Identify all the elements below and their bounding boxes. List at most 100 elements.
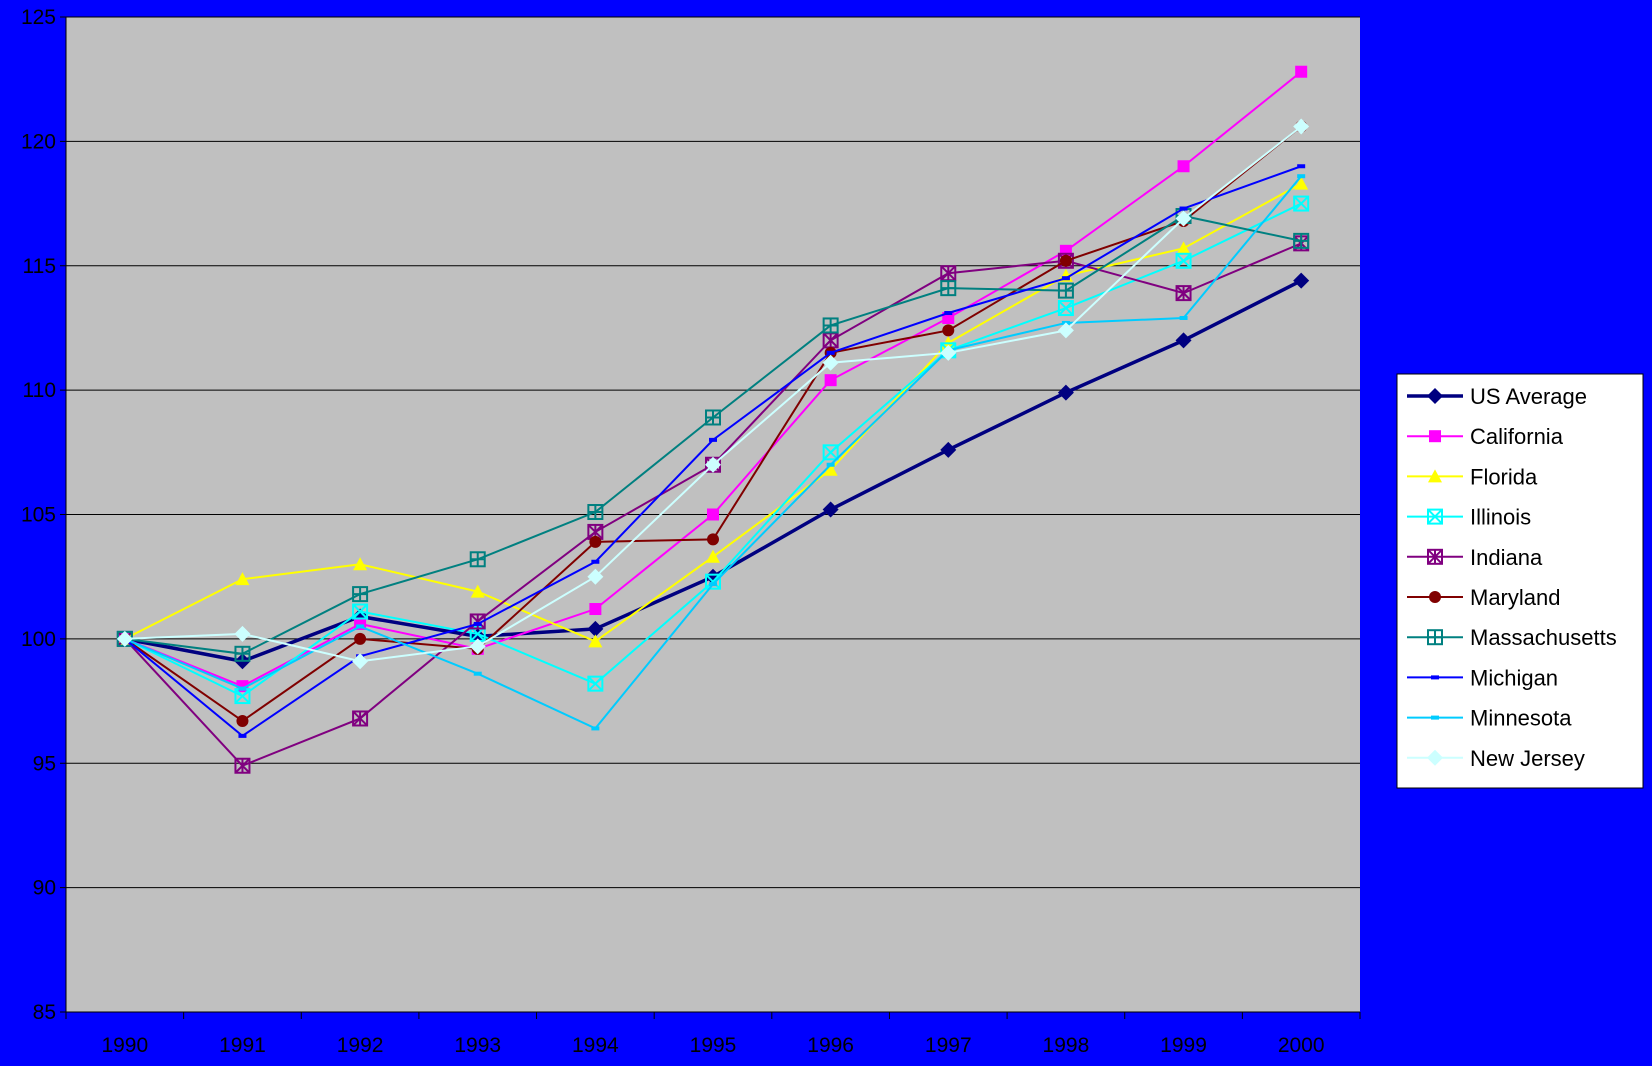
legend-label: New Jersey bbox=[1470, 746, 1585, 771]
x-tick-label: 1991 bbox=[219, 1034, 266, 1057]
data-point-new-jersey-1998 bbox=[1057, 322, 1074, 339]
data-point-minnesota-1993 bbox=[473, 671, 482, 676]
marker-cross bbox=[587, 675, 604, 692]
x-tick-label: 1993 bbox=[454, 1034, 501, 1057]
data-point-indiana-1992 bbox=[352, 710, 369, 727]
legend-entry-us-average: US Average bbox=[1407, 384, 1587, 409]
marker-cross bbox=[1427, 508, 1443, 525]
marker-box bbox=[1175, 252, 1192, 269]
legend-entry-indiana: Indiana bbox=[1407, 545, 1543, 570]
legend-entry-california: California bbox=[1407, 424, 1564, 449]
data-point-california-1994 bbox=[589, 603, 602, 616]
legend-entry-michigan: Michigan bbox=[1407, 665, 1558, 690]
data-point-michigan-1996 bbox=[826, 350, 835, 355]
data-point-maryland-1997 bbox=[942, 324, 955, 337]
marker-plus bbox=[235, 646, 250, 661]
legend-label: Massachusetts bbox=[1470, 625, 1617, 650]
marker-box bbox=[822, 444, 839, 461]
data-point-maryland-1992 bbox=[354, 632, 367, 645]
data-point-new-jersey-1991 bbox=[234, 625, 251, 642]
data-point-minnesota-1996 bbox=[826, 462, 835, 467]
data-point-illinois-1996 bbox=[822, 444, 839, 461]
marker-plus bbox=[1428, 630, 1442, 645]
data-point-new-jersey-2000 bbox=[1293, 118, 1310, 135]
data-point-florida-1991 bbox=[235, 572, 250, 586]
data-point-us-average-1997 bbox=[940, 441, 957, 458]
data-point-florida-1996 bbox=[823, 462, 838, 476]
marker-cross bbox=[705, 573, 721, 590]
data-point-maryland-1991 bbox=[236, 714, 249, 727]
legend-swatch-marker bbox=[1427, 749, 1443, 766]
data-point-illinois-1994 bbox=[587, 675, 604, 692]
x-tick-label: 1997 bbox=[925, 1034, 972, 1057]
legend-label: Minnesota bbox=[1470, 706, 1572, 731]
data-point-new-jersey-1993 bbox=[469, 638, 486, 655]
data-point-new-jersey-1996 bbox=[822, 354, 839, 371]
marker-cross bbox=[1058, 300, 1074, 316]
data-point-new-jersey-1995 bbox=[705, 456, 721, 473]
marker-cross bbox=[822, 444, 839, 461]
marker-plus bbox=[1294, 233, 1309, 248]
marker-cross bbox=[1293, 195, 1309, 212]
y-tick-label: 95 bbox=[33, 752, 56, 775]
data-point-illinois-1995 bbox=[705, 573, 721, 590]
y-tick-label: 85 bbox=[33, 1001, 56, 1024]
data-point-minnesota-1992 bbox=[356, 624, 365, 629]
marker-star bbox=[940, 265, 956, 281]
gridlines bbox=[66, 16, 1360, 889]
marker-box bbox=[705, 573, 721, 590]
marker-cross bbox=[352, 603, 368, 620]
x-tick-label: 1992 bbox=[337, 1034, 384, 1057]
marker-cross bbox=[234, 688, 251, 704]
legend-swatch-marker bbox=[1428, 469, 1442, 483]
data-point-new-jersey-1994 bbox=[587, 568, 604, 585]
data-point-florida-1999 bbox=[1176, 241, 1191, 255]
marker-plus bbox=[823, 318, 838, 333]
legend-entry-massachusetts: Massachusetts bbox=[1407, 625, 1617, 650]
y-tick-label: 110 bbox=[23, 379, 56, 402]
legend-label: US Average bbox=[1470, 384, 1587, 409]
y-tick-label: 125 bbox=[21, 6, 56, 29]
data-point-massachusetts-1995 bbox=[705, 409, 721, 426]
data-point-us-average-1998 bbox=[1057, 384, 1074, 401]
marker-box bbox=[1427, 508, 1443, 525]
data-point-minnesota-1991 bbox=[238, 686, 247, 691]
data-point-california-1995 bbox=[707, 508, 719, 521]
marker-star bbox=[234, 758, 251, 774]
legend-swatch-marker bbox=[1431, 675, 1439, 680]
data-point-michigan-1997 bbox=[944, 311, 953, 316]
x-tick-label: 2000 bbox=[1278, 1034, 1325, 1057]
y-tick-label: 120 bbox=[21, 130, 56, 153]
marker-plus bbox=[588, 505, 603, 520]
data-point-california-2000 bbox=[1295, 65, 1308, 78]
data-point-illinois-1999 bbox=[1175, 252, 1192, 269]
data-point-massachusetts-1998 bbox=[1057, 282, 1074, 299]
data-point-us-average-2000 bbox=[1293, 272, 1310, 289]
data-point-michigan-1994 bbox=[591, 559, 600, 564]
legend-swatch-marker bbox=[1427, 388, 1443, 404]
legend-label: California bbox=[1470, 424, 1564, 449]
legend-label: Michigan bbox=[1470, 665, 1558, 690]
marker-star bbox=[822, 332, 839, 349]
data-point-illinois-2000 bbox=[1293, 195, 1310, 212]
x-tick-label: 1998 bbox=[1043, 1034, 1090, 1057]
legend-entry-new-jersey: New Jersey bbox=[1407, 746, 1585, 771]
axes: 85 90 95 100 105 110 115 120 125 1990 1991 1992 1993… bbox=[21, 6, 1361, 1057]
x-tick-label: 1994 bbox=[572, 1034, 619, 1057]
data-point-us-average-1999 bbox=[1175, 332, 1192, 349]
data-point-us-average-1996 bbox=[822, 501, 839, 518]
data-point-illinois-1992 bbox=[352, 603, 369, 620]
data-point-new-jersey-1992 bbox=[352, 653, 369, 670]
marker-box bbox=[587, 675, 604, 692]
x-tick-label: 1990 bbox=[101, 1034, 148, 1057]
data-point-michigan-1999 bbox=[1179, 206, 1188, 211]
x-tick-label: 1995 bbox=[690, 1034, 737, 1057]
marker-plus bbox=[941, 281, 956, 296]
data-point-minnesota-1994 bbox=[591, 726, 600, 731]
marker-cross bbox=[1175, 253, 1192, 269]
data-point-california-1996 bbox=[824, 374, 837, 387]
series-group bbox=[116, 65, 1310, 774]
legend-label: Indiana bbox=[1470, 545, 1543, 570]
series-new-jersey bbox=[116, 118, 1310, 670]
